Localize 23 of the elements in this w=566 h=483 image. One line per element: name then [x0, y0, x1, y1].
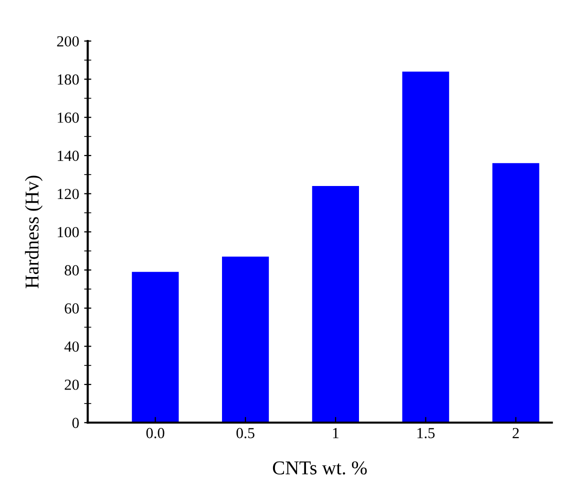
y-tick-label: 40	[64, 341, 79, 352]
y-tick-label: 180	[58, 74, 79, 85]
x-tick-label: 1	[333, 428, 338, 438]
bar	[402, 72, 450, 423]
x-tick-label: 1.5	[417, 428, 435, 438]
bar	[492, 163, 540, 423]
y-axis-title: Hardness (Hv)	[24, 176, 43, 288]
x-tick-label: 0.5	[236, 428, 254, 438]
bar	[222, 256, 269, 423]
y-tick-label: 80	[64, 265, 79, 276]
y-tick-label: 100	[58, 226, 79, 238]
x-tick-label: 0.0	[146, 428, 164, 438]
y-tick-label: 160	[58, 112, 79, 123]
y-tick-label: 20	[64, 380, 79, 390]
y-tick-label: 60	[64, 303, 79, 314]
x-axis-title: CNTs wt. %	[272, 461, 367, 475]
y-tick-label: 200	[57, 36, 79, 47]
bar	[132, 272, 179, 423]
bar	[312, 186, 359, 423]
x-tick-label: 2	[512, 428, 519, 438]
y-tick-label: 140	[58, 150, 79, 161]
y-tick-label: 120	[58, 188, 79, 200]
y-tick-label: 0	[72, 418, 79, 428]
